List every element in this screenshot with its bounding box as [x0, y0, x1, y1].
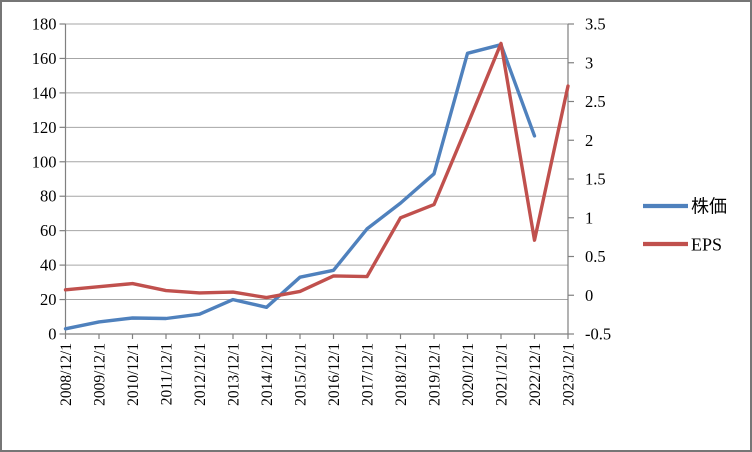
- x-axis-date-label: 2017/12/1: [360, 343, 377, 406]
- legend-label-stock-price: 株価: [691, 197, 727, 217]
- x-axis-date-label: 2014/12/1: [259, 343, 276, 406]
- right-axis-tick-label: 2: [585, 131, 593, 150]
- x-axis-date-label: 2013/12/1: [226, 343, 243, 406]
- right-axis-tick-label: -0.5: [585, 325, 611, 344]
- x-axis-date-label: 2019/12/1: [427, 343, 444, 406]
- series-line-stock-price: [63, 43, 537, 331]
- x-axis-date-label: 2012/12/1: [192, 343, 209, 406]
- right-axis-tick-label: 1.5: [585, 170, 606, 189]
- left-axis-tick-label: 20: [40, 290, 57, 309]
- right-axis-tick-label: 1: [585, 208, 593, 227]
- right-axis-tick-label: 0: [585, 286, 593, 305]
- x-axis-date-label: 2010/12/1: [125, 343, 142, 406]
- x-axis-date-label: 2011/12/1: [159, 343, 176, 405]
- x-axis-date-label: 2022/12/1: [527, 343, 544, 406]
- x-axis-date-label: 2015/12/1: [293, 343, 310, 406]
- left-axis-tick-label: 140: [32, 83, 57, 102]
- left-axis-tick-label: 60: [40, 221, 57, 240]
- legend-label-eps: EPS: [691, 235, 722, 255]
- x-axis-date-label: 2008/12/1: [58, 343, 75, 406]
- x-axis-date-label: 2023/12/1: [561, 343, 578, 406]
- x-axis-date-label: 2018/12/1: [393, 343, 410, 406]
- left-axis-tick-label: 80: [40, 187, 57, 206]
- right-axis-tick-label: 3.5: [585, 15, 606, 34]
- left-axis-tick-label: 120: [32, 118, 57, 137]
- left-axis-tick-label: 40: [40, 256, 57, 275]
- x-axis-date-label: 2016/12/1: [326, 343, 343, 406]
- left-axis-tick-label: 100: [32, 152, 57, 171]
- series-line-eps: [63, 41, 570, 300]
- left-axis-tick-label: 160: [32, 49, 57, 68]
- x-axis-date-label: 2020/12/1: [460, 343, 477, 406]
- x-axis-date-label: 2021/12/1: [494, 343, 511, 406]
- left-axis-tick-label: 180: [32, 15, 57, 34]
- x-axis-date-label: 2009/12/1: [92, 343, 109, 406]
- right-axis-tick-label: 2.5: [585, 92, 606, 111]
- right-axis-tick-label: 0.5: [585, 247, 606, 266]
- left-axis-tick-label: 0: [48, 325, 56, 344]
- right-axis-tick-label: 3: [585, 53, 593, 72]
